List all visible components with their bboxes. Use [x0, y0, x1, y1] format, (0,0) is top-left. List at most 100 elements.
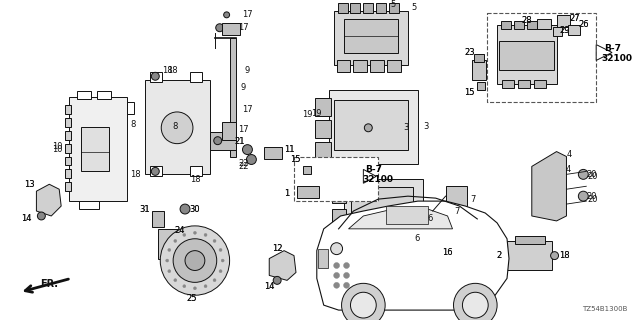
Bar [351, 3, 360, 13]
Bar [499, 41, 554, 70]
Circle shape [454, 283, 497, 320]
Bar [507, 241, 552, 270]
Circle shape [331, 243, 342, 255]
Circle shape [219, 248, 222, 252]
Text: 8: 8 [172, 122, 178, 131]
Bar [332, 187, 346, 203]
Bar [348, 241, 362, 251]
Text: 4: 4 [567, 150, 572, 159]
Text: 14: 14 [264, 282, 275, 291]
Text: 14: 14 [264, 282, 275, 291]
Text: 28: 28 [522, 16, 532, 25]
Bar [371, 60, 384, 72]
Bar [152, 211, 164, 227]
Circle shape [204, 233, 207, 236]
Circle shape [344, 282, 349, 288]
Text: 16: 16 [442, 248, 453, 257]
Text: 18: 18 [559, 251, 570, 260]
Bar [514, 21, 524, 29]
Text: 17: 17 [242, 10, 253, 19]
Bar [315, 142, 331, 159]
Text: 6: 6 [427, 214, 433, 223]
Bar [79, 201, 99, 209]
Bar [568, 25, 580, 35]
Text: 31: 31 [139, 204, 150, 213]
Bar [65, 182, 71, 191]
Bar [65, 118, 71, 127]
Bar [77, 91, 91, 99]
Text: 27: 27 [569, 14, 580, 23]
Bar [333, 100, 408, 149]
Bar [351, 187, 413, 235]
Text: 7: 7 [470, 195, 476, 204]
Text: 22: 22 [238, 159, 249, 168]
Circle shape [579, 169, 588, 179]
Bar [158, 229, 178, 259]
Circle shape [174, 239, 177, 243]
Bar [190, 166, 202, 176]
Bar [65, 105, 71, 114]
Text: 19: 19 [301, 110, 312, 119]
Bar [97, 91, 111, 99]
Bar [527, 21, 537, 29]
Circle shape [223, 12, 230, 18]
Text: B-7: B-7 [365, 165, 382, 174]
Bar [501, 21, 511, 29]
Bar [329, 90, 418, 164]
Text: 18: 18 [167, 66, 177, 75]
Text: 10: 10 [52, 142, 63, 151]
Text: 24: 24 [175, 226, 186, 235]
Circle shape [168, 270, 171, 273]
Bar [297, 186, 319, 198]
Bar [332, 209, 346, 225]
Bar [376, 3, 386, 13]
Text: 4: 4 [566, 165, 571, 174]
Bar [303, 166, 311, 174]
Circle shape [333, 282, 340, 288]
Bar [487, 13, 596, 102]
Text: 29: 29 [559, 26, 570, 35]
Circle shape [221, 259, 224, 262]
Text: 3: 3 [423, 122, 428, 131]
Bar [145, 80, 210, 174]
Text: 20: 20 [586, 170, 596, 179]
Circle shape [333, 272, 340, 278]
Polygon shape [532, 152, 566, 221]
Polygon shape [269, 251, 296, 280]
Bar [333, 11, 408, 65]
Text: 9: 9 [245, 66, 250, 75]
Circle shape [151, 167, 159, 175]
Polygon shape [317, 201, 509, 310]
Polygon shape [364, 169, 376, 183]
Circle shape [160, 226, 230, 295]
Circle shape [185, 251, 205, 270]
Circle shape [463, 292, 488, 318]
Circle shape [333, 262, 340, 268]
Text: 25: 25 [187, 294, 197, 303]
Text: 18: 18 [130, 170, 141, 179]
Text: 6: 6 [414, 234, 420, 243]
Text: 20: 20 [587, 195, 598, 204]
Bar [383, 241, 397, 251]
Bar [81, 127, 109, 172]
Bar [474, 54, 484, 62]
Bar [386, 206, 428, 224]
Bar [365, 241, 380, 251]
Text: 13: 13 [24, 180, 35, 189]
Text: 20: 20 [586, 192, 596, 201]
Text: 18: 18 [162, 66, 173, 75]
Bar [472, 60, 486, 80]
Text: 1: 1 [284, 189, 290, 198]
Circle shape [183, 285, 186, 288]
Text: 30: 30 [189, 204, 200, 213]
Circle shape [180, 204, 190, 214]
Text: 26: 26 [578, 20, 589, 29]
Bar [534, 80, 546, 88]
Text: 14: 14 [21, 214, 32, 223]
Text: 22: 22 [238, 162, 249, 171]
Bar [65, 169, 71, 178]
Bar [353, 60, 367, 72]
Bar [150, 72, 162, 82]
Bar [65, 144, 71, 153]
Circle shape [351, 292, 376, 318]
